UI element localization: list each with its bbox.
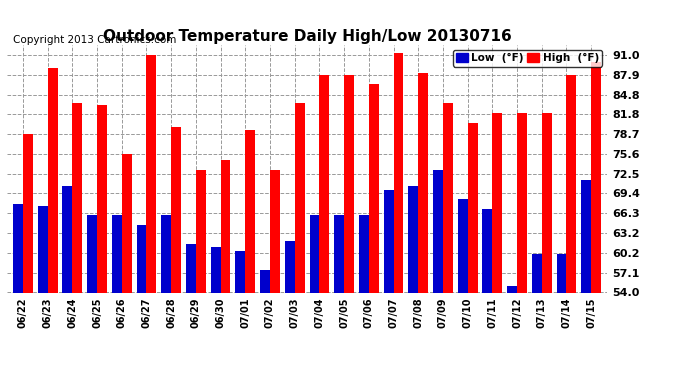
Bar <box>171 127 181 375</box>
Bar <box>87 215 97 375</box>
Bar <box>310 215 319 375</box>
Text: Copyright 2013 Cartronics.com: Copyright 2013 Cartronics.com <box>13 35 176 45</box>
Bar <box>507 286 517 375</box>
Bar <box>38 206 48 375</box>
Bar <box>557 254 566 375</box>
Bar <box>566 75 576 375</box>
Bar <box>196 170 206 375</box>
Bar <box>23 134 33 375</box>
Bar <box>482 209 493 375</box>
Bar <box>334 215 344 375</box>
Bar <box>270 170 280 375</box>
Bar <box>48 68 57 375</box>
Bar <box>137 225 146 375</box>
Bar <box>581 180 591 375</box>
Bar <box>260 270 270 375</box>
Bar <box>72 103 82 375</box>
Bar <box>121 154 132 375</box>
Bar <box>532 254 542 375</box>
Bar <box>517 112 527 375</box>
Bar <box>146 55 157 375</box>
Bar <box>235 251 245 375</box>
Bar <box>443 103 453 375</box>
Bar <box>13 204 23 375</box>
Bar <box>285 241 295 375</box>
Bar <box>369 84 379 375</box>
Bar <box>418 73 428 375</box>
Bar <box>245 130 255 375</box>
Bar <box>210 248 221 375</box>
Bar <box>542 113 551 375</box>
Bar <box>97 105 107 375</box>
Bar <box>457 199 468 375</box>
Bar <box>319 75 329 375</box>
Bar <box>591 62 601 375</box>
Title: Outdoor Temperature Daily High/Low 20130716: Outdoor Temperature Daily High/Low 20130… <box>103 29 511 44</box>
Bar <box>186 244 196 375</box>
Bar <box>161 215 171 375</box>
Bar <box>295 103 304 375</box>
Bar <box>384 190 393 375</box>
Bar <box>344 75 354 375</box>
Bar <box>468 123 477 375</box>
Bar <box>221 160 230 375</box>
Bar <box>408 186 418 375</box>
Bar <box>63 186 72 375</box>
Bar <box>493 113 502 375</box>
Bar <box>112 215 121 375</box>
Bar <box>393 53 404 375</box>
Legend: Low  (°F), High  (°F): Low (°F), High (°F) <box>453 50 602 66</box>
Bar <box>359 215 369 375</box>
Bar <box>433 170 443 375</box>
